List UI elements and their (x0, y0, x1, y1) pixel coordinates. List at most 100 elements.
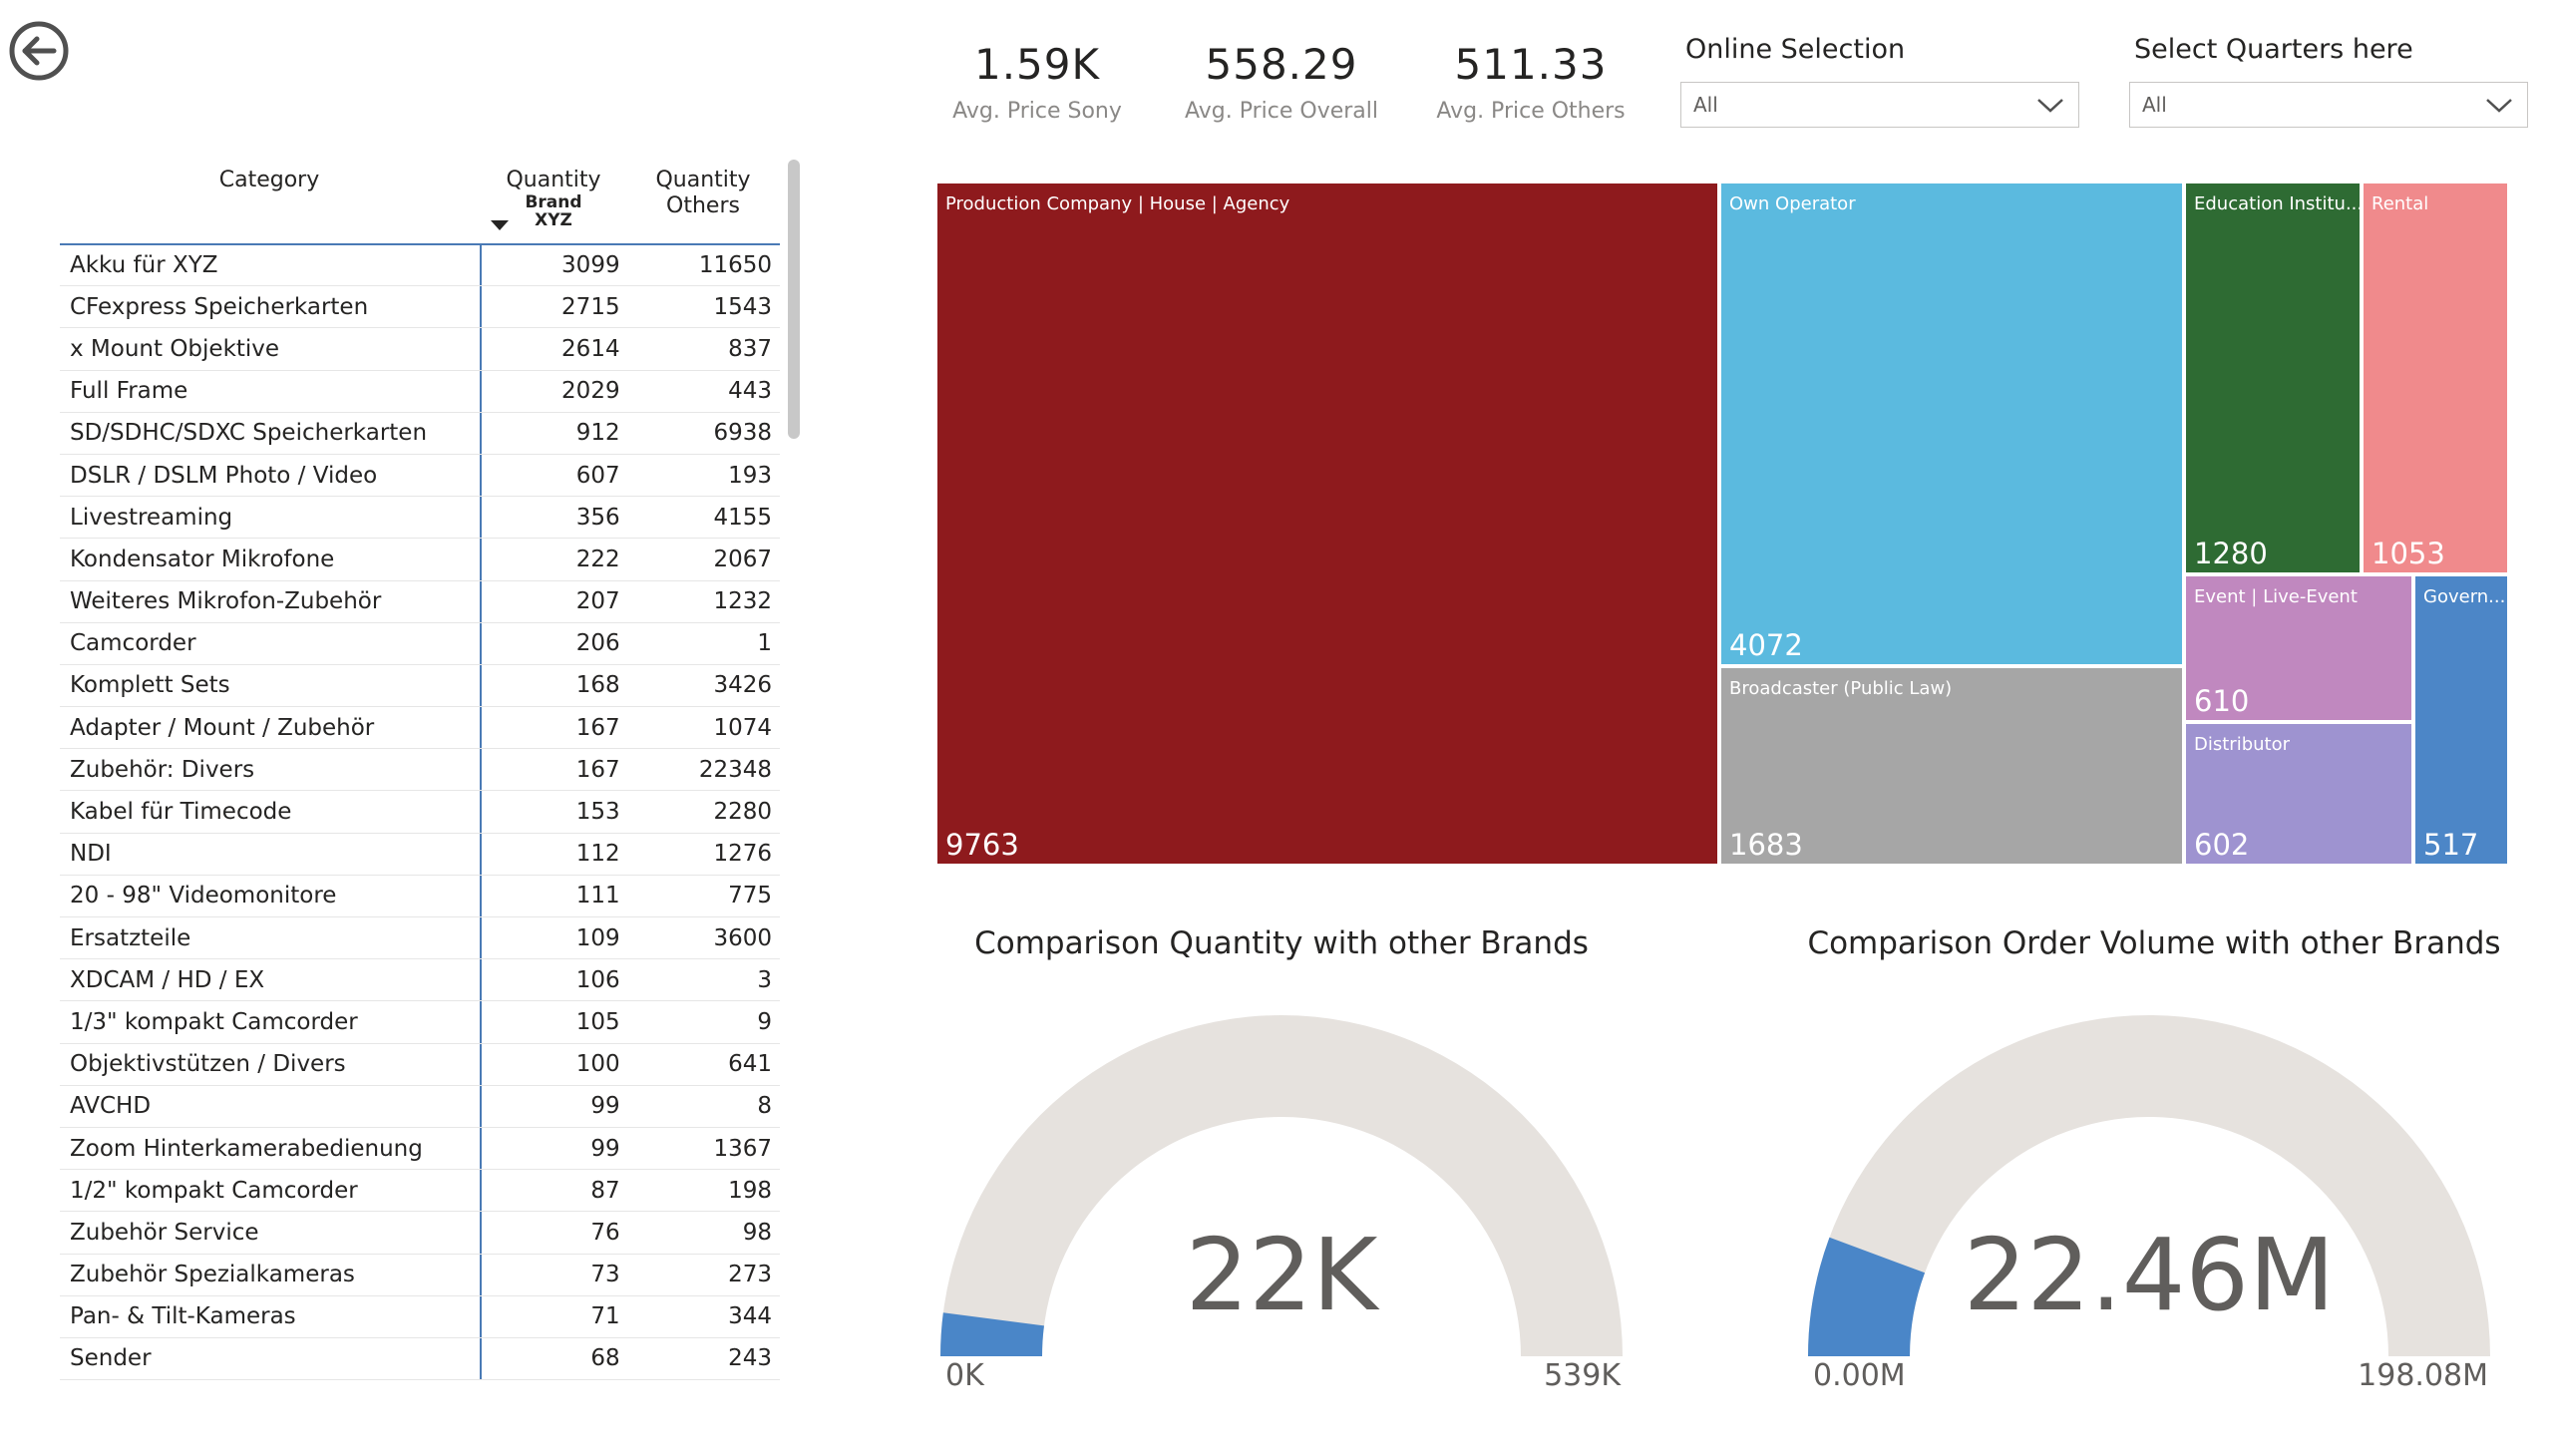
quarters-dropdown[interactable]: All (2129, 82, 2528, 128)
table-row[interactable]: Camcorder 206 1 (60, 623, 780, 665)
column-header-category[interactable]: Category (218, 168, 320, 192)
kpi-label: Avg. Price Sony (952, 99, 1122, 124)
cell-quantity-others: 1543 (713, 293, 772, 320)
cell-quantity-others: 4155 (713, 504, 772, 531)
column-divider (480, 244, 482, 1379)
cell-category: CFexpress Speicherkarten (70, 293, 369, 320)
table-row[interactable]: AVCHD 99 8 (60, 1086, 780, 1128)
header-text: Quantity (655, 168, 751, 192)
cell-category: Zubehör Spezialkameras (70, 1262, 355, 1288)
tile-label: Production Company | House | Agency (945, 193, 1290, 214)
cell-category: Zubehör Service (70, 1219, 259, 1246)
cell-quantity-others: 3426 (713, 672, 772, 699)
tile-value: 1053 (2371, 537, 2445, 570)
table-row[interactable]: Zubehör Spezialkameras 73 273 (60, 1255, 780, 1296)
gauge-value: 22K (1185, 1217, 1378, 1333)
treemap-tile-broadcaster[interactable]: Broadcaster (Public Law) 1683 (1719, 666, 2184, 866)
table-row[interactable]: CFexpress Speicherkarten 2715 1543 (60, 286, 780, 329)
header-text: Quantity (506, 168, 601, 192)
gauge-fill[interactable] (1808, 1237, 1926, 1356)
table-row[interactable]: 20 - 98" Videomonitore 111 775 (60, 876, 780, 917)
online-selection-dropdown[interactable]: All (1680, 82, 2079, 128)
table-row[interactable]: Livestreaming 356 4155 (60, 497, 780, 540)
header-text: Brand (525, 192, 582, 212)
treemap-tile-own-operator[interactable]: Own Operator 4072 (1719, 182, 2184, 666)
slicer-title-online: Online Selection (1685, 34, 1906, 65)
cell-category: Kabel für Timecode (70, 799, 292, 826)
table-row[interactable]: Kabel für Timecode 153 2280 (60, 791, 780, 834)
back-button[interactable] (8, 20, 70, 82)
column-header-quantity-brand[interactable]: Quantity Brand XYZ (489, 168, 618, 229)
table-row[interactable]: Full Frame 2029 443 (60, 371, 780, 413)
gauge-max-label: 198.08M (2358, 1358, 2488, 1393)
kpi-value: 511.33 (1454, 40, 1608, 89)
table-row[interactable]: SD/SDHC/SDXC Speicherkarten 912 6938 (60, 413, 780, 455)
cell-quantity-others: 8 (757, 1093, 772, 1120)
tile-label: Govern... (2423, 586, 2506, 607)
table-row[interactable]: Weiteres Mikrofon-Zubehör 207 1232 (60, 581, 780, 623)
table-row[interactable]: XDCAM / HD / EX 106 3 (60, 959, 780, 1002)
gauge-min-label: 0K (945, 1358, 984, 1393)
table-row[interactable]: x Mount Objektive 2614 837 (60, 328, 780, 371)
cell-category: Ersatzteile (70, 924, 191, 951)
cell-quantity-others: 775 (728, 883, 772, 910)
cell-quantity-brand: 3099 (561, 251, 620, 278)
cell-category: DSLR / DSLM Photo / Video (70, 462, 378, 489)
cell-quantity-brand: 111 (575, 883, 620, 910)
cell-quantity-brand: 73 (590, 1262, 620, 1288)
kpi-avg-price-others: 511.33 Avg. Price Others (1421, 40, 1641, 124)
gauge-fill[interactable] (940, 1312, 1044, 1356)
table-row[interactable]: Akku für XYZ 3099 11650 (60, 244, 780, 287)
table-row[interactable]: Pan- & Tilt-Kameras 71 344 (60, 1296, 780, 1338)
gauge-order-volume: Comparison Order Volume with other Brand… (1795, 925, 2513, 961)
header-divider (60, 243, 780, 245)
column-header-quantity-others[interactable]: Quantity Others (633, 168, 773, 219)
cell-quantity-brand: 76 (590, 1219, 620, 1246)
cell-quantity-brand: 109 (575, 924, 620, 951)
tile-label: Education Institu... (2194, 193, 2364, 214)
table-row[interactable]: Ersatzteile 109 3600 (60, 917, 780, 960)
treemap-tile-government[interactable]: Govern... 517 (2413, 574, 2509, 866)
treemap-tile-production[interactable]: Production Company | House | Agency 9763 (935, 182, 1719, 866)
tile-value: 610 (2194, 684, 2250, 718)
gauge-min-label: 0.00M (1813, 1358, 1906, 1393)
cell-quantity-brand: 206 (575, 630, 620, 657)
table-row[interactable]: DSLR / DSLM Photo / Video 607 193 (60, 455, 780, 498)
cell-quantity-brand: 2029 (561, 378, 620, 405)
treemap-tile-education[interactable]: Education Institu... 1280 (2184, 182, 2364, 574)
table-row[interactable]: 1/2" kompakt Camcorder 87 198 (60, 1170, 780, 1213)
gauge-track (940, 1015, 1623, 1356)
cell-quantity-others: 1276 (713, 841, 772, 868)
table-scrollbar[interactable] (788, 160, 800, 439)
kpi-value: 558.29 (1205, 40, 1358, 89)
tile-value: 602 (2194, 828, 2250, 862)
treemap-tile-event[interactable]: Event | Live-Event 610 (2184, 574, 2413, 722)
cell-category: Sender (70, 1345, 152, 1372)
cell-quantity-brand: 87 (590, 1177, 620, 1204)
table-row[interactable]: Sender 68 243 (60, 1338, 780, 1381)
table-row[interactable]: Objektivstützen / Divers 100 641 (60, 1044, 780, 1086)
cell-quantity-others: 98 (742, 1219, 772, 1246)
kpi-value: 1.59K (973, 40, 1101, 89)
table-row[interactable]: Zubehör: Divers 167 22348 (60, 749, 780, 792)
table-row[interactable]: Komplett Sets 168 3426 (60, 665, 780, 708)
table-row[interactable]: Zoom Hinterkamerabedienung 99 1367 (60, 1128, 780, 1171)
table-row[interactable]: 1/3" kompakt Camcorder 105 9 (60, 1001, 780, 1044)
chevron-down-icon (2037, 99, 2063, 113)
table-row[interactable]: Zubehör Service 76 98 (60, 1212, 780, 1255)
table-row[interactable]: NDI 112 1276 (60, 834, 780, 876)
cell-category: Komplett Sets (70, 672, 230, 699)
sort-descending-icon[interactable] (491, 220, 509, 230)
kpi-label: Avg. Price Others (1436, 99, 1626, 124)
treemap-tile-rental[interactable]: Rental 1053 (2362, 182, 2509, 574)
table-row[interactable]: Kondensator Mikrofone 222 2067 (60, 539, 780, 581)
treemap-tile-distributor[interactable]: Distributor 602 (2184, 722, 2413, 866)
cell-quantity-others: 198 (728, 1177, 772, 1204)
cell-category: Weiteres Mikrofon-Zubehör (70, 588, 382, 615)
table-row[interactable]: Adapter / Mount / Zubehör 167 1074 (60, 707, 780, 750)
cell-quantity-others: 11650 (698, 251, 772, 278)
cell-quantity-brand: 112 (575, 841, 620, 868)
gauge-value: 22.46M (1963, 1217, 2336, 1333)
cell-category: AVCHD (70, 1093, 152, 1120)
cell-quantity-brand: 153 (575, 799, 620, 826)
